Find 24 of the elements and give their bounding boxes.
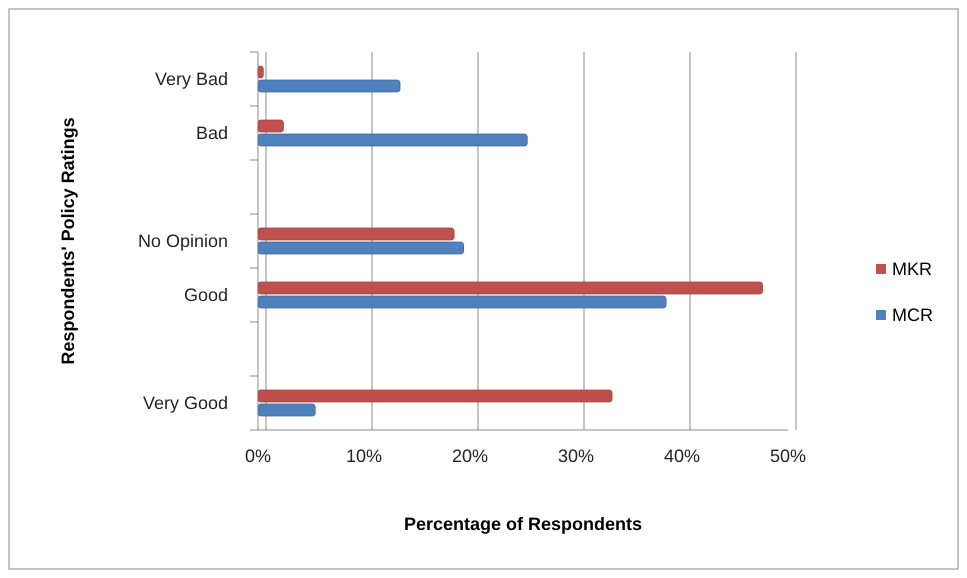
bar [258,296,666,308]
legend-label: MCR [892,305,933,325]
bar [258,242,464,254]
y-tick-label: Good [184,285,228,305]
y-tick-label: No Opinion [138,231,228,251]
x-tick-label: 50% [770,446,806,466]
bar [258,282,763,294]
y-tick-label: Very Bad [154,69,228,89]
x-tick-label: 0% [244,446,272,466]
bar [258,390,612,402]
x-tick-label: 40% [664,446,700,466]
x-tick-label: 30% [558,446,594,466]
x-tick-label: 20% [452,446,488,466]
bar [258,228,454,240]
y-axis-title: Respondents' Policy Ratings [58,117,78,365]
legend-label: MKR [892,259,932,279]
bar [258,134,528,146]
x-axis-title: Percentage of Respondents [404,514,642,534]
y-tick-label: Very Good [142,393,228,413]
bar [258,120,284,132]
bar [258,404,316,416]
bar [258,80,400,92]
x-tick-label: 10% [346,446,382,466]
y-tick-label: Bad [196,123,228,143]
